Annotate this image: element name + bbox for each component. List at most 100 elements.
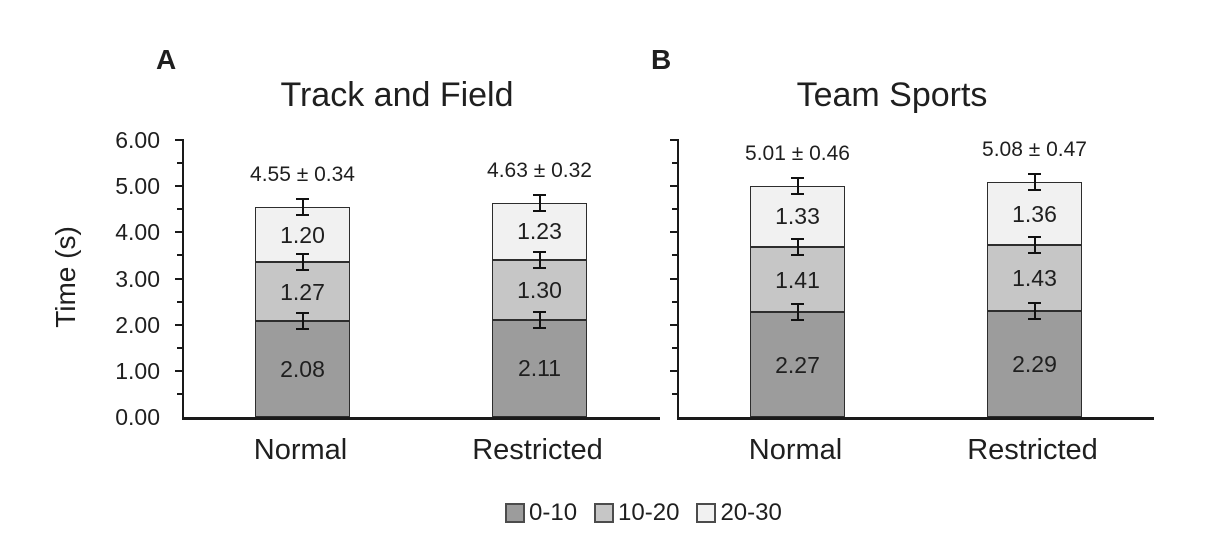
y-axis-tick — [670, 323, 679, 326]
bar-segment-10-20 — [750, 247, 845, 313]
y-axis-tick — [672, 300, 679, 303]
legend-swatch — [594, 503, 615, 523]
y-axis-tick — [670, 277, 679, 280]
segment-value-label: 1.23 — [517, 218, 562, 245]
error-bar-cap — [296, 269, 309, 272]
y-tick-label: 2.00 — [115, 311, 160, 338]
error-bar — [533, 193, 546, 212]
error-bar — [791, 176, 804, 195]
error-bar-cap — [1028, 189, 1041, 192]
y-axis-tick — [177, 300, 184, 303]
legend-item-20-30: 20-30 — [696, 499, 782, 527]
y-tick-label: 3.00 — [115, 265, 160, 292]
y-axis-tick — [177, 346, 184, 349]
error-bar-stem — [796, 176, 799, 195]
bar-segment-0-10 — [750, 312, 845, 417]
error-bar — [533, 250, 546, 269]
y-axis-tick — [670, 139, 679, 141]
y-tick-label: 1.00 — [115, 357, 160, 384]
error-bar-stem — [538, 193, 541, 212]
y-axis-tick — [177, 254, 184, 257]
error-bar-cap — [1028, 318, 1041, 321]
error-bar — [1028, 236, 1041, 255]
segment-value-label: 2.29 — [1012, 351, 1057, 378]
segment-value-label: 1.41 — [775, 266, 820, 293]
y-axis-tick — [672, 162, 679, 165]
bar-total-annotation: 5.08 ± 0.47 — [982, 138, 1087, 162]
y-axis-tick — [670, 369, 679, 372]
bar-segment-0-10 — [255, 320, 350, 417]
error-bar — [1028, 173, 1041, 192]
panel-letter-A: A — [156, 44, 177, 75]
y-tick-label: 0.00 — [115, 404, 160, 430]
panel-title-A: Track and Field — [280, 76, 514, 114]
segment-value-label: 1.27 — [280, 278, 325, 305]
error-bar — [533, 310, 546, 329]
error-bar — [791, 303, 804, 322]
bar-segment-20-30 — [492, 202, 587, 260]
y-axis-tick — [175, 185, 184, 188]
legend: 0-10 10-20 20-30 — [505, 499, 782, 527]
x-category-label: Restricted — [472, 434, 603, 466]
legend-item-0-10: 0-10 — [505, 499, 577, 527]
error-bar-cap — [533, 266, 546, 269]
y-axis-tick — [177, 392, 184, 395]
y-axis-tick — [670, 231, 679, 234]
y-axis-tick — [672, 208, 679, 211]
legend-label: 0-10 — [529, 499, 578, 526]
error-bar-stem — [796, 303, 799, 322]
error-bar-cap — [296, 327, 309, 330]
error-bar-cap — [791, 319, 804, 322]
y-axis-tick — [672, 254, 679, 257]
y-axis-tick — [175, 369, 184, 372]
error-bar-cap — [533, 326, 546, 329]
bar-segment-0-10 — [987, 311, 1082, 417]
error-bar-stem — [1033, 236, 1036, 255]
panel-A-plot-area: 6.00 5.00 4.00 3.00 2.00 1.00 0.00 2.08 1.27 1.20… — [115, 127, 660, 430]
segment-value-label: 1.33 — [775, 203, 820, 230]
panel-B-plot-area: 2.27 1.41 1.33 5.01 ± 0.46 2.29 1.43 1.36 5.08 … — [670, 138, 1154, 420]
error-bar-stem — [301, 253, 304, 272]
legend-item-10-20: 10-20 — [594, 499, 679, 527]
x-category-label: Normal — [253, 434, 348, 466]
y-axis-tick — [175, 277, 184, 280]
error-bar-cap — [791, 254, 804, 257]
y-axis-tick — [175, 139, 184, 141]
y-axis-tick — [672, 392, 679, 395]
y-axis-tick — [670, 185, 679, 188]
legend-label: 20-30 — [720, 499, 782, 526]
panel-letter-B: B — [651, 44, 672, 75]
y-axis-tick — [672, 346, 679, 349]
segment-value-label: 1.43 — [1012, 265, 1057, 292]
error-bar — [296, 311, 309, 330]
bar-segment-10-20 — [987, 245, 1082, 312]
bar-total-annotation: 4.55 ± 0.34 — [250, 162, 355, 186]
panel-title-B: Team Sports — [796, 76, 988, 114]
error-bar-cap — [296, 213, 309, 216]
x-category-label: Normal — [748, 434, 843, 466]
y-axis-tick — [177, 208, 184, 211]
error-bar — [296, 253, 309, 272]
error-bar-cap — [791, 192, 804, 195]
bar-segment-20-30 — [750, 185, 845, 248]
y-tick-label: 6.00 — [115, 127, 160, 153]
error-bar-cap — [1028, 252, 1041, 255]
segment-value-label: 2.08 — [280, 356, 325, 382]
y-axis-tick — [175, 231, 184, 234]
error-bar — [1028, 302, 1041, 321]
segment-value-label: 1.30 — [517, 276, 562, 303]
y-axis-tick — [175, 323, 184, 326]
error-bar-stem — [796, 238, 799, 257]
error-bar-cap — [533, 209, 546, 212]
segment-value-label: 1.20 — [280, 221, 325, 248]
error-bar-stem — [301, 311, 304, 330]
error-bar-stem — [1033, 173, 1036, 192]
bar-total-annotation: 5.01 ± 0.46 — [745, 141, 850, 165]
legend-label: 10-20 — [618, 499, 680, 526]
segment-value-label: 2.27 — [775, 351, 820, 378]
y-axis-title: Time (s) — [50, 226, 81, 328]
legend-swatch — [696, 503, 717, 523]
error-bar-stem — [301, 197, 304, 216]
error-bar-stem — [538, 310, 541, 329]
error-bar — [296, 197, 309, 216]
